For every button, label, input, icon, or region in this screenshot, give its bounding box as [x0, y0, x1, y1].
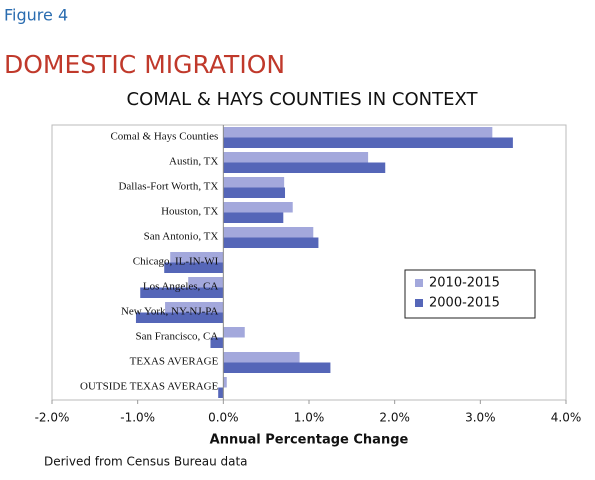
- bar: [218, 387, 224, 398]
- x-tick-label: 2.0%: [379, 411, 410, 425]
- y-tick-label: Los Angeles, CA: [143, 281, 219, 293]
- y-tick-label: San Francisco, CA: [136, 331, 219, 343]
- x-tick-label: 0.0%: [208, 411, 239, 425]
- bar: [223, 227, 314, 238]
- bar: [223, 237, 319, 248]
- source-note: Derived from Census Bureau data: [44, 455, 248, 469]
- y-tick-label: OUTSIDE TEXAS AVERAGE: [80, 381, 219, 393]
- bar: [170, 252, 224, 263]
- y-tick-label: Comal & Hays Counties: [110, 131, 218, 143]
- bar: [210, 337, 224, 348]
- legend-swatch: [415, 279, 423, 287]
- legend-label: 2000-2015: [429, 296, 500, 311]
- bar: [223, 362, 331, 373]
- y-tick-label: San Antonio, TX: [144, 231, 219, 243]
- bar: [165, 302, 224, 313]
- bar: [188, 277, 224, 288]
- x-tick-label: 3.0%: [465, 411, 496, 425]
- bar: [223, 202, 293, 213]
- legend-label: 2010-2015: [429, 276, 500, 291]
- legend-swatch: [415, 299, 423, 307]
- bar: [223, 137, 513, 148]
- y-tick-label: Houston, TX: [161, 206, 218, 218]
- bar: [135, 312, 224, 323]
- y-tick-label: Austin, TX: [169, 156, 218, 168]
- bar: [223, 162, 386, 173]
- bar: [223, 377, 227, 388]
- bar: [223, 212, 284, 223]
- bar: [223, 152, 369, 163]
- chart-subtitle: COMAL & HAYS COUNTIES IN CONTEXT: [127, 89, 479, 110]
- x-axis-label: Annual Percentage Change: [210, 433, 409, 448]
- x-tick-label: 1.0%: [294, 411, 325, 425]
- y-tick-label: Dallas-Fort Worth, TX: [118, 181, 218, 193]
- bar: [223, 187, 286, 198]
- y-tick-label: New York, NY-NJ-PA: [121, 306, 218, 318]
- legend-box: [404, 269, 536, 319]
- y-tick-label: TEXAS AVERAGE: [130, 356, 219, 368]
- x-tick-label: -2.0%: [35, 411, 70, 425]
- bar: [223, 177, 285, 188]
- bar: [164, 262, 224, 273]
- x-tick-label: -1.0%: [120, 411, 155, 425]
- y-tick-label: Chicago, IL-IN-WI: [133, 256, 219, 268]
- bar: [223, 352, 300, 363]
- figure-label: Figure 4: [4, 6, 68, 25]
- bar: [223, 327, 245, 338]
- x-tick-label: 4.0%: [551, 411, 582, 425]
- chart-title: DOMESTIC MIGRATION: [4, 50, 285, 79]
- bar: [140, 287, 224, 298]
- bar: [223, 127, 493, 138]
